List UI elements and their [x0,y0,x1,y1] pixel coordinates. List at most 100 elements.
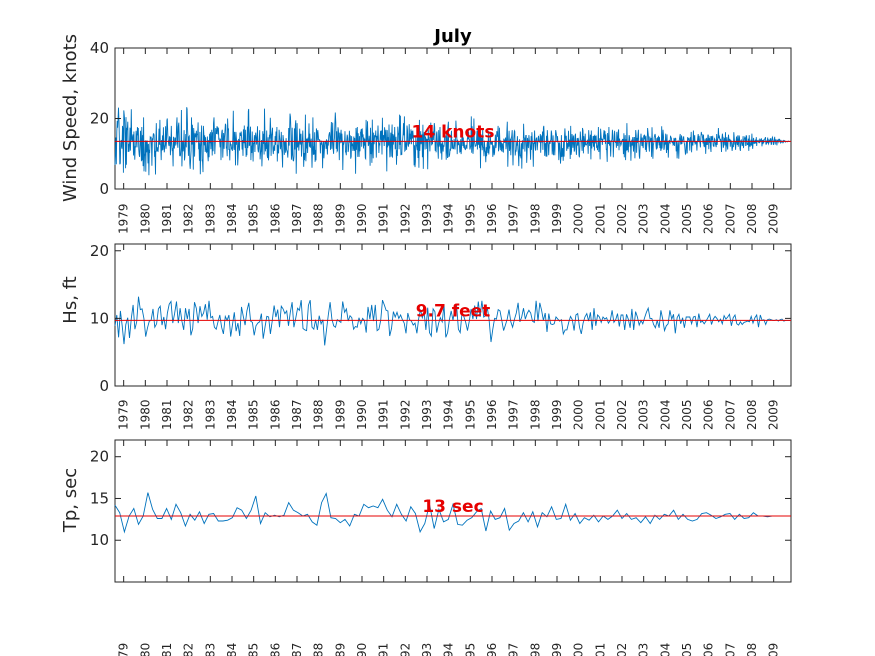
x-tick-label: 2009 [767,203,781,234]
x-tick-label: 2001 [593,399,607,430]
x-tick-label: 88 [312,643,326,656]
x-tick-label: 2001 [593,203,607,234]
x-tick-label: 1984 [225,203,239,234]
x-tick-label: 87 [290,643,304,656]
x-tick-label: 2006 [702,399,716,430]
mean-label-2: 9.7 feet [416,301,491,321]
x-tick-label: 2005 [680,203,694,234]
x-tick-label: 08 [745,643,759,656]
x-tick-label: 1981 [160,399,174,430]
x-tick-label: 1998 [528,203,542,234]
x-tick-label: 1985 [247,203,261,234]
x-tick-label: 85 [247,643,261,656]
plot-area-3 [114,439,792,583]
x-tick-label: 2007 [723,399,737,430]
data-series-3 [114,492,791,534]
x-tick-label: 1986 [268,203,282,234]
x-tick-label: 1981 [160,203,174,234]
x-tick-label: 01 [593,643,607,656]
x-tick-label: 91 [377,643,391,656]
x-tick-label: 84 [225,643,239,656]
y-tick-label: 20 [90,242,109,260]
x-tick-label: 2006 [702,203,716,234]
x-tick-label: 95 [463,643,477,656]
x-tick-label: 1993 [420,203,434,234]
x-tick-label: 06 [702,643,716,656]
y-axis-label-1: Wind Speed, knots [60,34,81,202]
x-tick-label: 1990 [355,399,369,430]
x-tick-label: 2005 [680,399,694,430]
x-tick-label: 1983 [203,399,217,430]
x-tick-label: 2004 [658,203,672,234]
x-tick-label: 1987 [290,203,304,234]
y-axis-label-3: Tp, sec [60,468,81,533]
x-tick-label: 1995 [463,399,477,430]
chart-title: July [432,26,472,47]
x-tick-label: 1997 [507,399,521,430]
x-tick-label: 1989 [333,203,347,234]
x-tick-label: 99 [550,643,564,656]
x-tick-label: 1979 [117,203,131,234]
x-tick-label: 05 [680,643,694,656]
y-tick-label: 0 [99,377,109,395]
x-tick-label: 82 [182,643,196,656]
mean-label-3: 13 sec [422,497,483,517]
x-tick-label: 1982 [182,399,196,430]
x-tick-label: 1986 [268,399,282,430]
x-tick-label: 1999 [550,203,564,234]
x-tick-label: 1988 [312,203,326,234]
x-tick-label: 2007 [723,203,737,234]
y-tick-label: 10 [90,531,109,549]
x-tick-label: 2002 [615,203,629,234]
x-tick-label: 2000 [572,399,586,430]
x-tick-label: 2004 [658,399,672,430]
x-tick-label: 09 [767,643,781,656]
data-series-1 [114,107,791,176]
x-tick-label: 1989 [333,399,347,430]
x-tick-label: 2009 [767,399,781,430]
x-tick-label: 2000 [572,203,586,234]
y-tick-label: 20 [90,110,109,128]
x-tick-label: 90 [355,643,369,656]
x-tick-label: 80 [138,643,152,656]
x-tick-label: 1980 [138,399,152,430]
x-tick-label: 1991 [377,399,391,430]
x-tick-label: 1979 [117,399,131,430]
x-tick-label: 83 [203,643,217,656]
x-tick-label: 1998 [528,399,542,430]
x-tick-label: 1991 [377,203,391,234]
x-tick-label: 96 [485,643,499,656]
x-tick-label: 1992 [398,203,412,234]
x-tick-label: 04 [658,643,672,656]
x-tick-label: 81 [160,643,174,656]
x-tick-label: 86 [268,643,282,656]
x-tick-label: 2008 [745,399,759,430]
x-tick-label: 1996 [485,203,499,234]
x-tick-label: 03 [637,643,651,656]
panel-2: 9.7 feet 0 10 20 1979 1980 1981 1982 1983 1984 198… [60,242,792,430]
x-tick-label: 2003 [637,399,651,430]
x-tick-label: 98 [528,643,542,656]
x-tick-label: 1988 [312,399,326,430]
x-tick-label: 1980 [138,203,152,234]
x-tick-label: 2003 [637,203,651,234]
x-tick-label: 94 [442,643,456,656]
x-tick-label: 2008 [745,203,759,234]
x-tick-label: 1985 [247,399,261,430]
panel-3: 13 sec 10 15 20 79 80 81 82 83 84 85 86 87 88 89 90 91 92… [60,439,792,656]
x-tick-label: 1990 [355,203,369,234]
x-tick-label: 1993 [420,399,434,430]
y-tick-label: 0 [99,180,109,198]
mean-label-1: 14 knots [412,122,495,142]
x-tick-label: 93 [420,643,434,656]
x-tick-label: 1997 [507,203,521,234]
x-tick-label: 1983 [203,203,217,234]
x-tick-label: 1982 [182,203,196,234]
x-tick-label: 1999 [550,399,564,430]
x-tick-label: 79 [117,643,131,656]
x-tick-label: 1984 [225,399,239,430]
x-tick-label: 1992 [398,399,412,430]
y-axis-label-2: Hs, ft [60,276,81,323]
x-tick-label: 2002 [615,399,629,430]
